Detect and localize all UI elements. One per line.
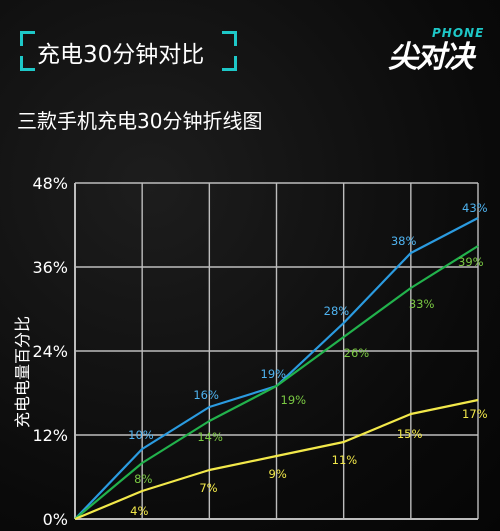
page-title: 充电30分钟对比 xyxy=(37,42,205,68)
y-tick-label: 24% xyxy=(32,342,68,361)
data-label: 19% xyxy=(281,393,307,407)
data-label: 8% xyxy=(134,472,152,486)
y-axis-label: 充电电量百分比 xyxy=(13,316,32,429)
data-label: 19% xyxy=(261,367,287,381)
header-frame: 充电30分钟对比 xyxy=(20,31,237,71)
y-tick-label: 36% xyxy=(32,258,68,277)
data-label: 39% xyxy=(458,255,484,269)
data-label: 16% xyxy=(193,388,219,402)
data-label: 43% xyxy=(462,201,488,215)
data-label: 14% xyxy=(197,430,223,444)
data-label: 33% xyxy=(409,297,435,311)
series-line-1 xyxy=(74,245,479,520)
data-label: 9% xyxy=(269,467,287,481)
y-tick-label: 0% xyxy=(43,510,68,529)
data-label: 4% xyxy=(130,504,148,518)
chart-title: 三款手机充电30分钟折线图 xyxy=(17,109,263,133)
data-label: 10% xyxy=(128,428,154,442)
brand-logo: 尖对决 PHONE xyxy=(388,26,488,75)
data-label: 38% xyxy=(391,234,417,248)
data-label: 15% xyxy=(397,427,423,441)
logo-text: 尖对决 xyxy=(388,40,474,75)
data-label: 17% xyxy=(462,407,488,421)
y-tick-label: 48% xyxy=(32,174,68,193)
data-label: 7% xyxy=(199,481,217,495)
series-line-2 xyxy=(74,398,479,521)
data-label: 28% xyxy=(324,304,350,318)
y-tick-label: 12% xyxy=(32,426,68,445)
data-label: 11% xyxy=(332,453,358,467)
logo-phone-text: PHONE xyxy=(432,26,485,40)
data-label: 26% xyxy=(344,346,370,360)
